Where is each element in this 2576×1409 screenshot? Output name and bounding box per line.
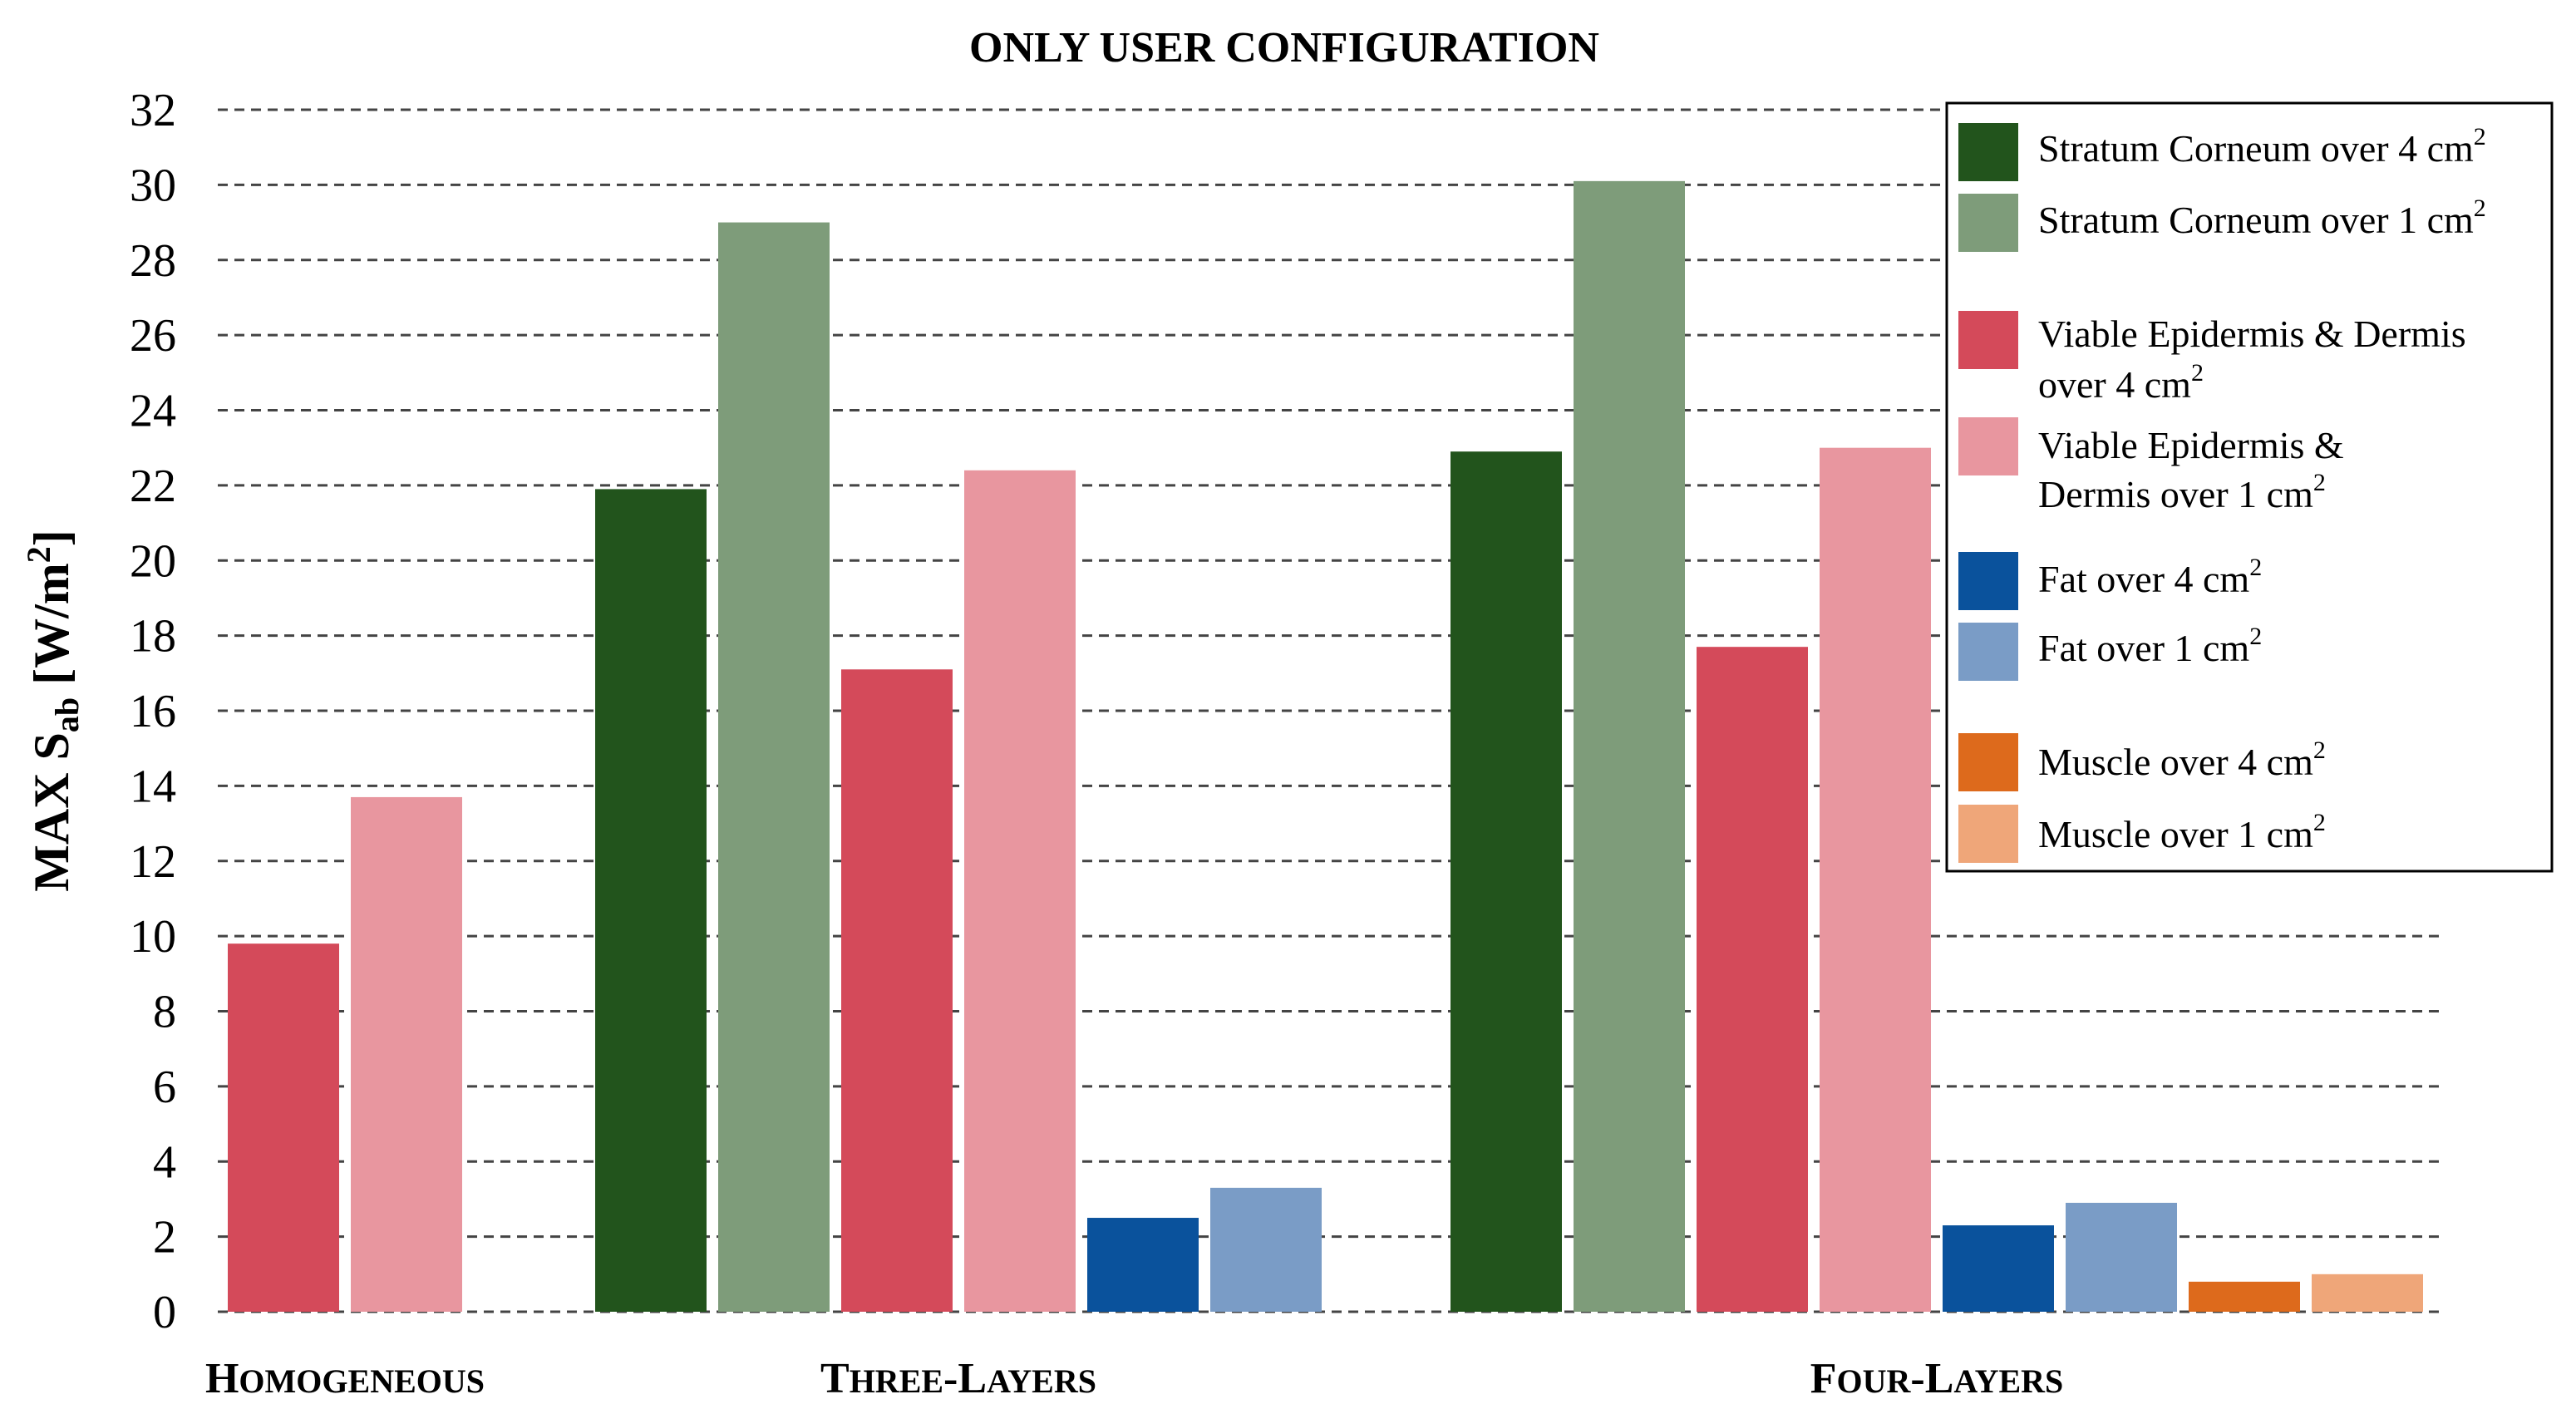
bar-mus4	[2189, 1281, 2300, 1312]
bar-ved4	[228, 943, 339, 1312]
legend-box	[1945, 101, 2554, 873]
y-tick-label: 30	[130, 160, 176, 211]
legend-swatch-fat1	[1958, 623, 2018, 681]
bar-ved1	[1820, 447, 1931, 1312]
chart-title: ONLY USER CONFIGURATION	[969, 24, 1599, 71]
y-axis-title-unit-end: ]	[24, 530, 79, 546]
bar-fat4	[1943, 1225, 2054, 1312]
legend-label-sc4: Stratum Corneum over 4 cm2	[2038, 123, 2486, 170]
x-category-label: FOUR-LAYERS	[1810, 1355, 2064, 1402]
legend-swatch-ved1	[1958, 417, 2018, 475]
legend-swatch-ved4	[1958, 311, 2018, 369]
y-tick-label: 20	[130, 535, 176, 587]
legend-label-sup: 2	[2191, 359, 2204, 387]
legend-swatch-sc1	[1958, 194, 2018, 252]
bar-ved4	[1697, 647, 1808, 1312]
legend-swatch-sc4	[1958, 123, 2018, 181]
y-tick-label: 6	[153, 1062, 176, 1113]
legend-label-text: Stratum Corneum over 4 cm	[2038, 127, 2474, 170]
legend-label-text: Muscle over 4 cm	[2038, 741, 2313, 783]
x-category-label-initial: H	[205, 1355, 239, 1402]
legend-label-text: Viable Epidermis & Dermis	[2038, 313, 2466, 355]
legend-label-text: Viable Epidermis &	[2038, 424, 2344, 466]
y-axis-title: MAX Sab [W/m2]	[20, 530, 86, 892]
legend-swatch-fat4	[1958, 552, 2018, 610]
legend-label-sup: 2	[2313, 469, 2326, 496]
y-tick-label: 32	[130, 85, 176, 136]
x-category-label-dash: -	[1910, 1355, 1924, 1402]
legend-label-ved4: Viable Epidermis & Dermis	[2038, 313, 2466, 355]
legend-label-sup: 2	[2313, 809, 2326, 836]
legend-label-sup: 2	[2474, 123, 2486, 150]
x-category-label-initial: F	[1810, 1355, 1837, 1402]
legend-label-mus1: Muscle over 1 cm2	[2038, 809, 2326, 855]
legend-label-text: Muscle over 1 cm	[2038, 813, 2313, 855]
y-tick-label: 16	[130, 686, 176, 737]
x-category-label-rest: HREE	[850, 1362, 943, 1400]
legend-label-mus4: Muscle over 4 cm2	[2038, 737, 2326, 783]
legend-label-sup: 2	[2474, 195, 2486, 222]
bar-ved1	[351, 796, 462, 1312]
x-category-label-dash: -	[943, 1355, 958, 1402]
y-tick-label: 2	[153, 1212, 176, 1264]
y-axis-title-sub: ab	[48, 697, 86, 732]
legend-label-fat1: Fat over 1 cm2	[2038, 623, 2262, 669]
y-tick-label: 26	[130, 310, 176, 362]
x-category-label-rest: AYERS	[1953, 1362, 2063, 1400]
y-axis-title-unit-sup: 2	[20, 546, 57, 563]
x-category-label: THREE-LAYERS	[820, 1355, 1096, 1402]
y-tick-label: 24	[130, 386, 176, 437]
y-axis-title-unit: [W/m	[24, 563, 79, 697]
legend-label-sup: 2	[2249, 554, 2262, 581]
bar-sc1	[718, 222, 830, 1312]
bar-mus1	[2312, 1274, 2423, 1312]
legend-label-text: Stratum Corneum over 1 cm	[2038, 199, 2474, 241]
legend-label-ved4: over 4 cm2	[2038, 359, 2204, 406]
y-axis-title-main: MAX S	[24, 732, 79, 892]
x-axis-category-labels: HOMOGENEOUS THREE-LAYERS FOUR-LAYERS	[205, 1355, 2063, 1402]
bars	[228, 180, 2423, 1313]
x-category-label-initial: T	[820, 1355, 850, 1402]
x-category-label-initial: L	[1925, 1355, 1954, 1402]
y-tick-label: 12	[130, 836, 176, 888]
bar-fat4	[1087, 1218, 1199, 1312]
x-category-label-rest: OUR	[1836, 1362, 1911, 1400]
x-category-label: HOMOGENEOUS	[205, 1355, 485, 1402]
legend-label-sup: 2	[2313, 737, 2326, 764]
legend-label-fat4: Fat over 4 cm2	[2038, 554, 2262, 600]
y-tick-label: 14	[130, 761, 176, 812]
y-tick-label: 10	[130, 911, 176, 963]
bar-fat1	[2066, 1202, 2177, 1312]
bar-sc4	[595, 489, 707, 1312]
legend-label-text: Dermis over 1 cm	[2038, 473, 2313, 515]
y-axis-label: MAX Sab [W/m2]	[20, 530, 86, 892]
x-category-label-initial: L	[958, 1355, 987, 1402]
y-tick-label: 22	[130, 461, 176, 512]
bar-fat1	[1210, 1187, 1322, 1312]
legend-swatch-mus4	[1958, 733, 2018, 791]
y-tick-label: 28	[130, 235, 176, 287]
legend-label-ved1: Viable Epidermis &	[2038, 424, 2344, 466]
legend-label-text: over 4 cm	[2038, 363, 2191, 406]
bar-ved1	[964, 470, 1076, 1312]
bar-sc4	[1451, 451, 1562, 1312]
x-category-label-rest: OMOGENEOUS	[239, 1362, 485, 1400]
y-tick-label: 8	[153, 987, 176, 1038]
legend-label-text: Fat over 4 cm	[2038, 558, 2249, 600]
bar-sc1	[1574, 180, 1685, 1313]
legend-swatch-mus1	[1958, 805, 2018, 863]
legend-label-ved1: Dermis over 1 cm2	[2038, 469, 2326, 515]
y-tick-label: 18	[130, 611, 176, 663]
y-tick-label: 0	[153, 1287, 176, 1338]
legend-label-sc1: Stratum Corneum over 1 cm2	[2038, 195, 2486, 241]
legend-label-text: Fat over 1 cm	[2038, 627, 2249, 669]
x-category-label-rest: AYERS	[987, 1362, 1096, 1400]
y-tick-label: 4	[153, 1136, 176, 1188]
legend-label-sup: 2	[2249, 623, 2262, 650]
bar-ved4	[841, 669, 953, 1312]
